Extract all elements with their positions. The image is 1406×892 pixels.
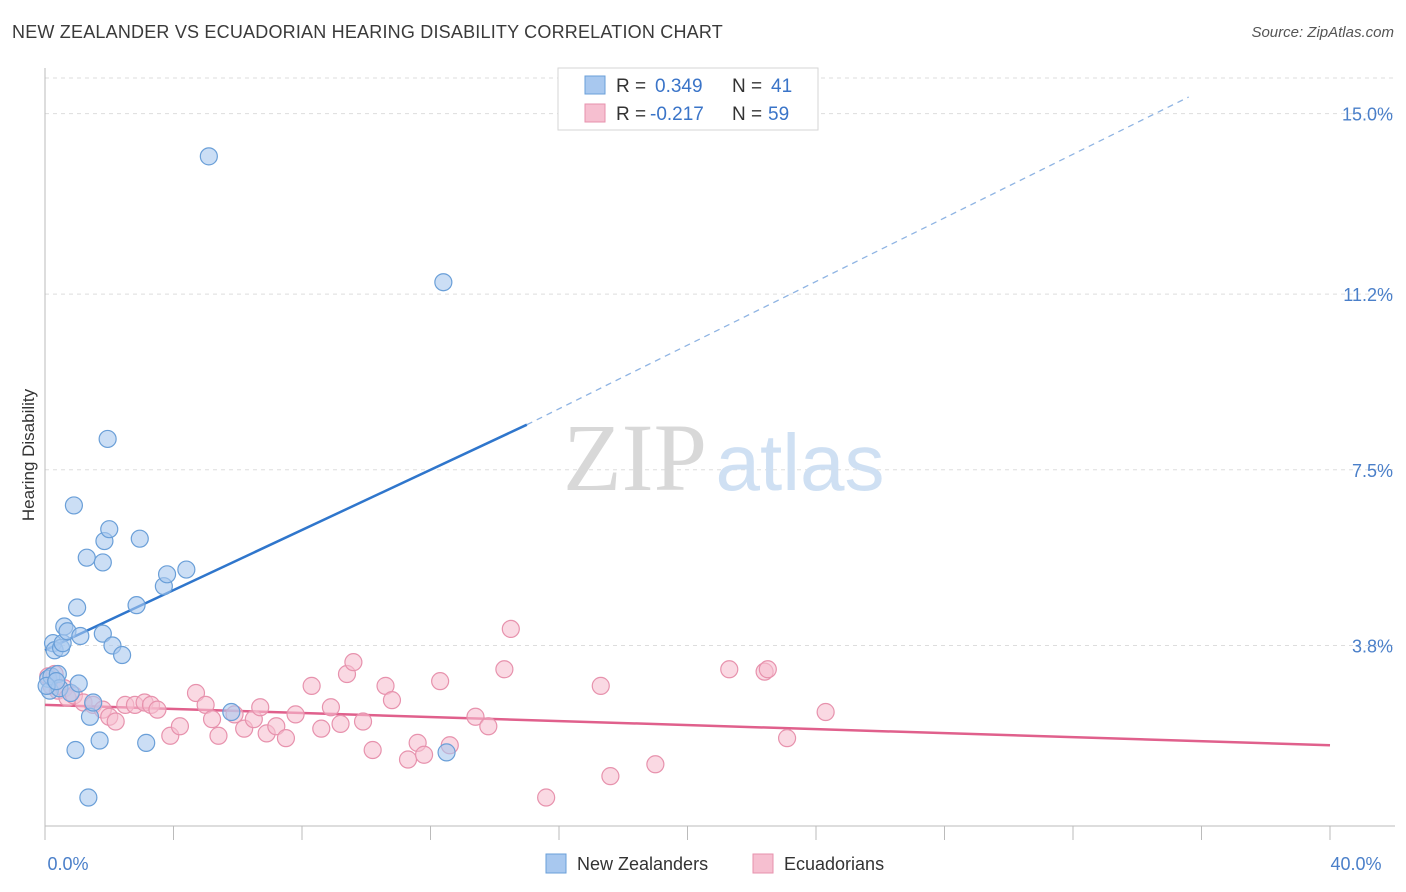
point-ecuadorians — [251, 698, 270, 717]
point-new-zealanders — [222, 702, 241, 722]
point-ecuadorians — [591, 676, 610, 695]
point-new-zealanders — [71, 626, 90, 646]
point-new-zealanders — [93, 624, 112, 643]
point-new-zealanders — [434, 273, 453, 292]
point-new-zealanders — [93, 553, 112, 572]
source-label: Source: ZipAtlas.com — [1251, 24, 1394, 41]
trend-line-new-zealanders-extension — [526, 96, 1189, 426]
point-ecuadorians — [202, 710, 222, 729]
chart-title: NEW ZEALANDER VS ECUADORIAN HEARING DISA… — [12, 22, 723, 42]
point-ecuadorians — [302, 676, 321, 695]
trend-line-new-zealanders — [44, 423, 528, 652]
y-tick-label: 11.2% — [1343, 285, 1393, 305]
point-new-zealanders — [69, 674, 88, 693]
y-tick-labels: 3.8% 7.5% 11.2% 15.0% — [1342, 105, 1393, 657]
point-ecuadorians — [321, 698, 341, 717]
y-tick-label: 7.5% — [1352, 461, 1393, 481]
point-ecuadorians — [312, 719, 331, 738]
point-ecuadorians — [382, 691, 402, 710]
point-ecuadorians — [777, 729, 797, 748]
point-ecuadorians — [758, 660, 777, 679]
y-axis-label: Hearing Disability — [19, 388, 38, 521]
point-new-zealanders — [112, 645, 132, 665]
point-ecuadorians — [414, 745, 434, 764]
y-tick-label: 3.8% — [1352, 637, 1393, 657]
x-tick-label-max: 40.0% — [1330, 854, 1381, 874]
point-new-zealanders — [437, 743, 456, 762]
point-ecuadorians — [495, 660, 514, 679]
y-tick-label: 15.0% — [1342, 105, 1393, 125]
point-new-zealanders — [199, 147, 218, 166]
legend-swatch-blue — [584, 75, 606, 95]
point-ecuadorians — [363, 740, 382, 760]
x-tick-label-min: 0.0% — [47, 854, 88, 874]
bottom-legend-label-blue: New Zealanders — [577, 854, 708, 874]
point-ecuadorians — [276, 729, 296, 748]
point-ecuadorians — [431, 672, 450, 691]
point-new-zealanders — [66, 740, 85, 760]
bottom-legend-label-pink: Ecuadorians — [784, 854, 884, 874]
point-ecuadorians — [170, 717, 190, 736]
point-new-zealanders — [77, 548, 96, 567]
point-new-zealanders — [137, 733, 156, 752]
stats-legend: R = 0.349 N = 41 R = -0.217 N = 59 — [557, 67, 819, 131]
axes — [44, 68, 1395, 840]
point-ecuadorians — [331, 714, 350, 733]
watermark-zip: ZIP — [563, 404, 707, 511]
point-new-zealanders — [64, 496, 84, 515]
point-new-zealanders — [100, 520, 119, 539]
point-ecuadorians — [466, 707, 485, 726]
legend-r-label-2: R = — [616, 104, 646, 125]
point-new-zealanders — [47, 672, 66, 691]
point-ecuadorians — [816, 702, 835, 722]
legend-swatch-pink — [584, 103, 606, 123]
point-ecuadorians — [501, 619, 520, 639]
point-new-zealanders — [79, 788, 98, 807]
watermark-atlas: atlas — [716, 418, 885, 507]
gridlines — [45, 77, 1395, 647]
point-ecuadorians — [286, 705, 305, 724]
point-new-zealanders — [177, 560, 196, 579]
legend-n-value-2: 59 — [768, 104, 789, 125]
point-ecuadorians — [148, 700, 167, 719]
point-ecuadorians — [537, 788, 556, 807]
point-ecuadorians — [601, 767, 620, 786]
point-ecuadorians — [720, 660, 739, 679]
point-new-zealanders — [98, 429, 117, 449]
point-ecuadorians — [344, 653, 363, 672]
legend-r-value-2: -0.217 — [650, 104, 704, 125]
series-legend: New Zealanders Ecuadorians — [545, 853, 884, 874]
point-ecuadorians — [106, 712, 125, 731]
legend-r-label-1: R = — [616, 76, 646, 97]
data-points — [37, 147, 835, 807]
point-ecuadorians — [209, 726, 228, 745]
point-new-zealanders — [127, 596, 146, 615]
point-ecuadorians — [267, 717, 286, 736]
point-new-zealanders — [130, 529, 149, 548]
legend-r-value-1: 0.349 — [655, 76, 703, 97]
bottom-legend-swatch-pink — [752, 853, 774, 874]
point-new-zealanders — [90, 731, 109, 750]
legend-n-label-2: N = — [732, 104, 762, 125]
bottom-legend-swatch-blue — [545, 853, 567, 874]
point-ecuadorians — [353, 712, 373, 731]
legend-n-value-1: 41 — [771, 76, 792, 97]
point-new-zealanders — [157, 565, 177, 584]
point-ecuadorians — [479, 717, 498, 736]
point-ecuadorians — [186, 683, 206, 703]
point-ecuadorians — [398, 750, 418, 769]
point-new-zealanders — [68, 598, 87, 617]
point-ecuadorians — [646, 755, 665, 774]
legend-n-label-1: N = — [732, 76, 762, 97]
point-new-zealanders — [84, 693, 103, 712]
